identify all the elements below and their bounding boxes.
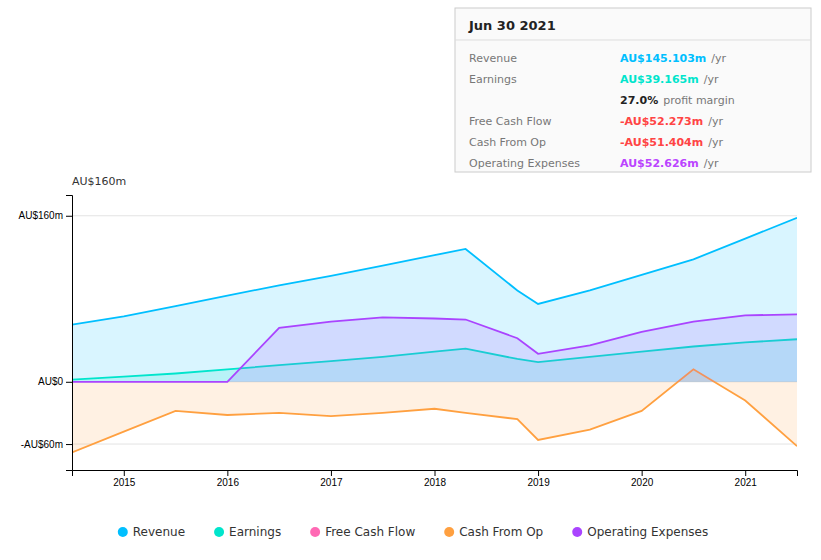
y-tick-mark [66, 216, 72, 217]
x-tick-label: 2018 [424, 477, 447, 488]
legend-label: Cash From Op [459, 525, 543, 539]
x-tick-label: 2020 [631, 477, 654, 488]
y-tick-mark [66, 382, 72, 383]
chart: -AU$60mAU$0AU$160m2015201620172018201920… [0, 0, 821, 560]
x-axis-line [73, 471, 798, 477]
legend-item: Operating Expenses [572, 525, 708, 539]
legend-label: Earnings [229, 525, 281, 539]
info-value: -AU$51.404m [620, 136, 703, 149]
legend-label: Operating Expenses [587, 525, 708, 539]
x-axis: 2015 2016 2017 2018 2019 2020 2021 [73, 470, 798, 488]
info-title: Jun 30 2021 [468, 18, 556, 33]
area [72, 218, 797, 382]
legend-swatch [118, 527, 128, 537]
grid-line [72, 444, 797, 445]
info-label: Cash From Op [469, 136, 546, 149]
x-tick-mark [227, 470, 228, 476]
info-suffix: /yr [708, 136, 723, 149]
x-tick-mark [124, 470, 125, 476]
info-value: AU$145.103m [620, 52, 706, 65]
y-axis-line [66, 196, 73, 471]
x-tick-mark [745, 470, 746, 476]
legend-item: Revenue [118, 525, 185, 539]
x-tick: 2015 [113, 470, 136, 488]
x-tick-label: 2021 [735, 477, 758, 488]
info-value: AU$39.165m [620, 73, 699, 86]
info-label: Revenue [469, 52, 517, 65]
line [72, 218, 797, 325]
x-tick-label: 2017 [320, 477, 343, 488]
info-value: AU$52.626m [620, 157, 699, 170]
x-tick-mark [331, 470, 332, 476]
x-tick-label: 2015 [113, 477, 136, 488]
legend-item: Earnings [214, 525, 281, 539]
area [72, 314, 797, 381]
info-separator [455, 40, 811, 41]
legend-swatch [310, 527, 320, 537]
x-tick: 2017 [320, 470, 343, 488]
y-tick-label: AU$160m [19, 210, 63, 221]
y-tick-label: AU$0 [38, 376, 63, 387]
info-box: Jun 30 2021 Revenue AU$145.103m/yr Earnings… [455, 8, 811, 172]
legend-swatch [444, 527, 454, 537]
x-tick-label: 2016 [217, 477, 240, 488]
legend-item: Free Cash Flow [310, 525, 415, 539]
grid-line [72, 215, 797, 216]
info-suffix: /yr [708, 115, 723, 128]
legend-swatch [214, 527, 224, 537]
info-value: 27.0% [620, 94, 658, 107]
line [72, 314, 797, 381]
info-suffix: /yr [704, 73, 719, 86]
info-box-frame [455, 8, 811, 172]
y-tick: -AU$60m [21, 439, 72, 450]
info-suffix: profit margin [663, 94, 735, 107]
info-suffix: /yr [711, 52, 726, 65]
info-label: Earnings [469, 73, 517, 86]
x-tick: 2018 [424, 470, 447, 488]
info-suffix: /yr [704, 157, 719, 170]
legend-label: Revenue [133, 525, 185, 539]
info-label: Operating Expenses [469, 157, 580, 170]
x-tick-mark [538, 470, 539, 476]
legend-item: Cash From Op [444, 525, 543, 539]
info-label: Free Cash Flow [469, 115, 552, 128]
x-tick: 2020 [631, 470, 654, 488]
y-tick-mark [66, 444, 72, 445]
y-axis: -AU$60m AU$0 AU$160m [19, 196, 73, 471]
annotation: AU$160m [72, 175, 126, 188]
plot-area [72, 218, 797, 453]
x-tick: 2021 [735, 470, 758, 488]
legend-label: Free Cash Flow [325, 525, 415, 539]
info-value: -AU$52.273m [620, 115, 703, 128]
x-tick: 2016 [217, 470, 240, 488]
x-tick-mark [435, 470, 436, 476]
x-tick-mark [642, 470, 643, 476]
y-tick: AU$160m [19, 210, 72, 221]
legend-swatch [572, 527, 582, 537]
y-tick: AU$0 [38, 376, 72, 387]
x-tick: 2019 [527, 470, 550, 488]
y-tick-label: -AU$60m [21, 439, 63, 450]
legend: Revenue Earnings Free Cash Flow Cash From O… [118, 525, 708, 539]
x-tick-label: 2019 [527, 477, 550, 488]
